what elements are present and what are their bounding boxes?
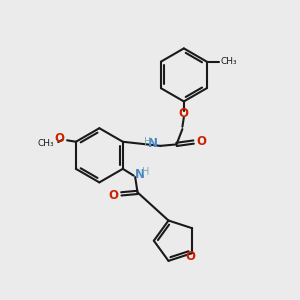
Text: N: N	[135, 168, 145, 181]
Text: CH₃: CH₃	[38, 139, 54, 148]
Text: O: O	[179, 107, 189, 120]
Text: O: O	[108, 189, 118, 202]
Text: CH₃: CH₃	[220, 57, 237, 66]
Text: O: O	[55, 132, 65, 145]
Text: O: O	[186, 250, 196, 263]
Text: H: H	[143, 137, 151, 147]
Text: O: O	[196, 135, 206, 148]
Text: N: N	[148, 137, 158, 150]
Text: H: H	[142, 167, 149, 177]
